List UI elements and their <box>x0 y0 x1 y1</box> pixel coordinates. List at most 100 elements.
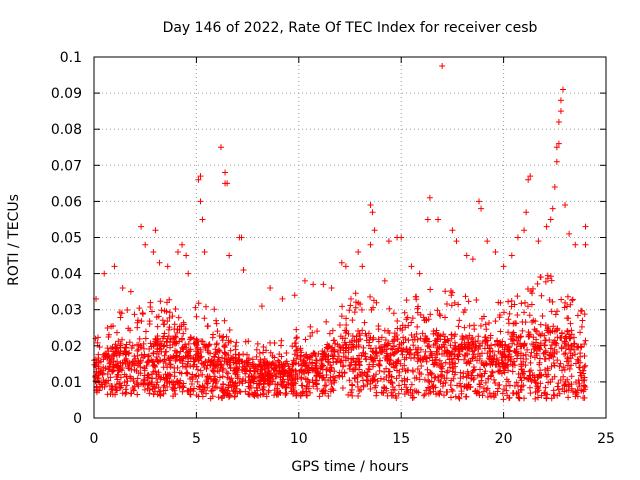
data-point <box>581 311 588 318</box>
data-point <box>204 384 211 391</box>
data-point <box>222 388 229 395</box>
data-point <box>391 350 398 357</box>
data-point <box>347 389 354 396</box>
data-point <box>263 347 270 354</box>
data-point <box>548 308 555 315</box>
data-point <box>347 295 354 302</box>
data-point <box>409 367 416 374</box>
data-point <box>349 317 356 324</box>
data-point <box>401 391 408 398</box>
data-point <box>398 234 405 241</box>
data-point <box>320 281 327 288</box>
data-point <box>201 315 208 322</box>
data-point <box>223 356 230 363</box>
data-point <box>265 387 272 394</box>
data-point <box>414 349 421 356</box>
data-point <box>449 289 456 296</box>
data-point <box>159 335 166 342</box>
data-point <box>363 337 370 344</box>
data-point <box>359 372 366 379</box>
data-point <box>195 176 202 183</box>
data-point <box>105 366 112 373</box>
data-point <box>236 379 243 386</box>
data-point <box>395 347 402 354</box>
data-point <box>548 341 555 348</box>
data-point <box>435 377 442 384</box>
data-point <box>497 299 504 306</box>
data-point <box>414 366 421 373</box>
data-point <box>187 353 194 360</box>
data-point <box>550 391 557 398</box>
data-point <box>401 362 408 369</box>
data-point <box>150 350 157 357</box>
data-point <box>218 361 225 368</box>
data-point <box>517 355 524 362</box>
data-point <box>209 334 216 341</box>
data-point <box>239 378 246 385</box>
data-point <box>581 394 588 401</box>
data-point <box>581 374 588 381</box>
data-point <box>581 363 588 370</box>
data-point <box>213 317 220 324</box>
data-point <box>581 386 588 393</box>
data-point <box>205 375 212 382</box>
data-point <box>124 307 131 314</box>
data-point <box>206 341 213 348</box>
data-point <box>578 323 585 330</box>
data-point <box>170 393 177 400</box>
data-point <box>577 353 584 360</box>
data-point <box>432 384 439 391</box>
data-point <box>476 381 483 388</box>
data-point <box>134 352 141 359</box>
data-point <box>442 359 449 366</box>
data-point <box>193 351 200 358</box>
data-point <box>556 390 563 397</box>
data-point <box>165 326 172 333</box>
data-point <box>562 333 569 340</box>
data-point <box>117 342 124 349</box>
data-point <box>367 241 374 248</box>
data-point <box>144 353 151 360</box>
data-point <box>389 380 396 387</box>
data-point <box>367 385 374 392</box>
data-point <box>528 349 535 356</box>
data-point <box>444 367 451 374</box>
data-point <box>484 238 491 245</box>
data-point <box>117 314 124 321</box>
data-point <box>356 330 363 337</box>
data-point <box>240 266 247 273</box>
data-point <box>476 342 483 349</box>
data-point <box>484 385 491 392</box>
data-point <box>373 299 380 306</box>
data-point <box>459 336 466 343</box>
data-point <box>582 362 589 369</box>
data-point <box>572 388 579 395</box>
data-point <box>546 297 553 304</box>
data-point <box>469 339 476 346</box>
data-point <box>325 359 332 366</box>
data-point <box>254 340 261 347</box>
data-point <box>271 361 278 368</box>
data-point <box>452 393 459 400</box>
data-point <box>348 338 355 345</box>
data-point <box>184 370 191 377</box>
data-point <box>197 384 204 391</box>
data-point <box>448 331 455 338</box>
data-point <box>557 360 564 367</box>
data-point <box>492 318 499 325</box>
data-point <box>436 357 443 364</box>
data-point <box>350 343 357 350</box>
data-point <box>194 366 201 373</box>
data-point <box>224 180 231 187</box>
data-point <box>185 340 192 347</box>
data-point <box>433 338 440 345</box>
data-point <box>242 388 249 395</box>
data-point <box>557 97 564 104</box>
data-point <box>245 338 252 345</box>
data-point <box>488 372 495 379</box>
data-point <box>567 355 574 362</box>
data-point <box>261 356 268 363</box>
data-point <box>349 333 356 340</box>
data-point <box>431 374 438 381</box>
data-point <box>392 393 399 400</box>
